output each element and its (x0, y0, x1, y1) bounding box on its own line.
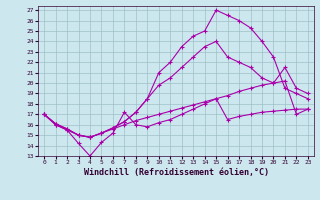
X-axis label: Windchill (Refroidissement éolien,°C): Windchill (Refroidissement éolien,°C) (84, 168, 268, 177)
